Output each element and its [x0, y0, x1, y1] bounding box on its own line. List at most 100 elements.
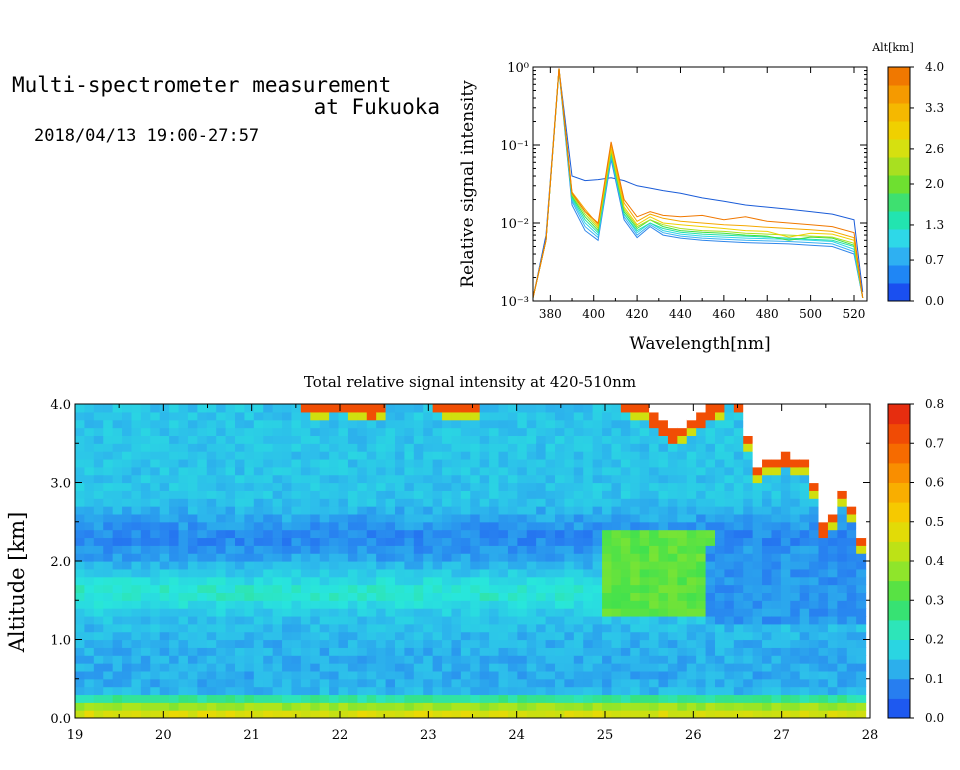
heatmap-cell — [140, 529, 151, 539]
heatmap-cell — [555, 427, 566, 436]
heatmap-cell — [385, 521, 396, 531]
heatmap-cell — [686, 545, 697, 554]
heatmap-cell — [611, 623, 622, 633]
heatmap-cell — [413, 466, 424, 476]
heatmap-cell — [809, 506, 820, 515]
heatmap-cell — [639, 568, 650, 578]
heatmap-cell — [658, 466, 669, 476]
heatmap-cell — [602, 710, 613, 718]
heatmap-cell — [630, 670, 641, 680]
heatmap-cell — [780, 458, 791, 468]
heatmap-cell — [263, 451, 274, 460]
heatmap-cell — [75, 466, 86, 476]
intensity-colorbar-cell — [888, 678, 910, 699]
heatmap-cell — [460, 623, 471, 633]
heatmap-cell — [122, 466, 133, 476]
heatmap-cell — [140, 694, 151, 703]
heatmap-cell — [536, 466, 547, 476]
heatmap-cell — [583, 529, 594, 539]
heatmap-cell — [837, 561, 848, 570]
heatmap-cell — [555, 498, 566, 507]
heatmap-cell — [291, 466, 302, 476]
heatmap-cell — [780, 608, 791, 617]
heatmap-cell — [282, 623, 293, 633]
heatmap-cell — [771, 647, 782, 656]
heatmap-cell — [357, 506, 368, 515]
heatmap-cell — [611, 537, 622, 546]
heatmap-cell — [771, 694, 782, 703]
heatmap-cell — [84, 537, 95, 546]
heatmap-cell — [837, 663, 848, 672]
heatmap-cell — [432, 419, 443, 429]
heatmap-cell — [724, 466, 735, 476]
heatmap-cell — [291, 663, 302, 672]
heatmap-cell — [724, 553, 735, 562]
heatmap-cell — [733, 639, 744, 648]
heatmap-cell — [724, 615, 735, 625]
heatmap-cell — [385, 490, 396, 499]
heatmap-cell — [216, 411, 227, 421]
heatmap-cell — [564, 623, 575, 633]
heatmap-cell — [357, 592, 368, 601]
heatmap-cell — [743, 506, 754, 515]
heatmap-cell — [479, 466, 490, 476]
heatmap-cell — [112, 513, 123, 523]
heatmap-cell — [517, 702, 528, 711]
heatmap-cell — [225, 537, 236, 546]
heatmap-cell — [442, 427, 453, 436]
heatmap-cell — [686, 631, 697, 641]
heatmap-cell — [705, 435, 716, 444]
heatmap-cell — [809, 655, 820, 664]
heatmap-cell — [667, 670, 678, 680]
heatmap-cell — [131, 678, 142, 688]
heatmap-cell — [206, 545, 217, 554]
heatmap-cell — [112, 482, 123, 491]
heatmap-cell — [357, 458, 368, 468]
heatmap-cell — [837, 466, 848, 476]
heatmap-cell — [319, 710, 330, 718]
heatmap-cell — [715, 655, 726, 664]
heatmap-cell — [206, 631, 217, 641]
heatmap-cell — [649, 443, 660, 452]
heatmap-cell — [583, 435, 594, 444]
heatmap-cell — [404, 411, 415, 421]
heatmap-cell — [630, 474, 641, 484]
heatmap-cell — [837, 623, 848, 633]
heatmap-cell — [272, 631, 283, 641]
heatmap-cell — [310, 513, 321, 523]
heatmap-cell — [583, 647, 594, 656]
heatmap-cell — [329, 458, 340, 468]
heatmap-cell — [507, 482, 518, 491]
heatmap-cell — [357, 639, 368, 648]
heatmap-cell — [686, 451, 697, 460]
heatmap-cell — [733, 419, 744, 429]
heatmap-cell — [282, 513, 293, 523]
heatmap-cell — [470, 553, 481, 562]
heatmap-cell — [216, 545, 227, 554]
heatmap-cell — [206, 694, 217, 703]
heatmap-cell — [423, 623, 434, 633]
heatmap-cell — [329, 490, 340, 499]
heatmap-cell — [555, 631, 566, 641]
heatmap-cell — [75, 600, 86, 609]
heatmap-cell — [555, 474, 566, 484]
heatmap-cell — [460, 576, 471, 586]
heatmap-cell — [423, 678, 434, 688]
heatmap-cell — [771, 678, 782, 688]
heatmap-cell — [837, 608, 848, 617]
heatmap-cell — [799, 710, 810, 718]
heatmap-cell — [140, 553, 151, 562]
heatmap-cell — [291, 498, 302, 507]
heatmap-cell — [809, 623, 820, 633]
heatmap-cell — [357, 443, 368, 452]
heatmap-cell — [395, 686, 406, 696]
heatmap-cell — [780, 686, 791, 696]
heatmap-cell — [827, 655, 838, 664]
heatmap-cell — [555, 506, 566, 515]
heatmap-cell — [790, 458, 801, 468]
heatmap-cell — [780, 568, 791, 578]
heatmap-cell — [752, 466, 763, 476]
heatmap-cell — [244, 678, 255, 688]
heatmap-cell — [451, 600, 462, 609]
heatmap-cell — [470, 615, 481, 625]
